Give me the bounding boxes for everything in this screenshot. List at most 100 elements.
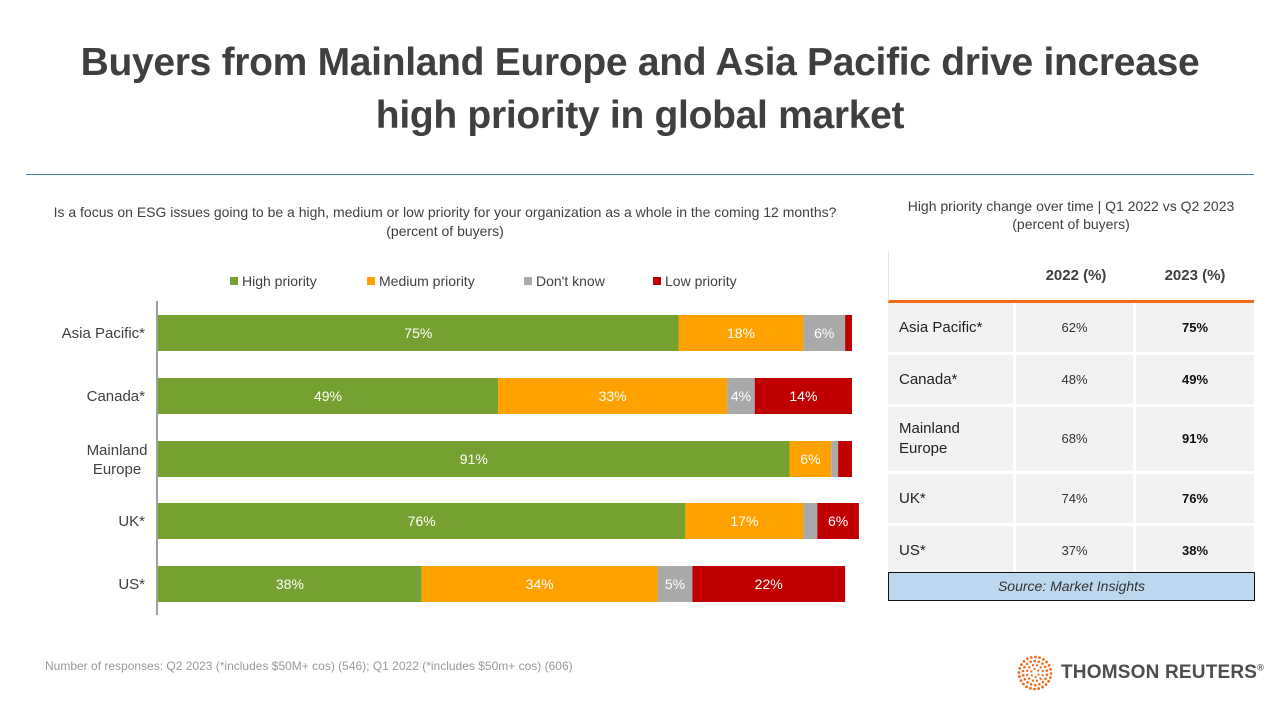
data-label: 6% [800, 451, 820, 467]
legend-label-high: High priority [242, 273, 317, 289]
cell-v2022: 62% [1061, 319, 1088, 335]
table-row: Canada* 48% 49% [888, 355, 1254, 407]
bar-group: UK* 76% 17% 6% [118, 503, 859, 539]
row-label: UK* [899, 489, 926, 507]
column-separator [1133, 303, 1136, 352]
data-label: 91% [460, 451, 488, 467]
table-row: Mainland Europe 68% 91% [888, 407, 1254, 474]
bar-segment-low [754, 378, 852, 414]
column-separator [1013, 407, 1016, 471]
logo-wordmark: THOMSON REUTERS [1061, 662, 1258, 683]
data-label: 6% [814, 325, 834, 341]
data-label: 18% [727, 325, 755, 341]
column-separator [1133, 474, 1136, 523]
cell-v2022: 48% [1061, 371, 1088, 387]
table-header-row: 2022 (%) 2023 (%) [888, 251, 1254, 303]
source-note: Source: Market Insights [888, 572, 1255, 601]
cell-v2022: 68% [1061, 431, 1088, 446]
bar-segment-high [158, 315, 679, 351]
data-label: 76% [408, 513, 436, 529]
data-label: 22% [755, 576, 783, 592]
bar-segment-medium [498, 378, 728, 414]
legend-item-medium: Medium priority [367, 273, 475, 289]
legend-label-low: Low priority [665, 273, 737, 289]
bar-segment-low [845, 315, 852, 351]
table-row: US* 37% 38% [888, 526, 1254, 578]
column-separator [1013, 355, 1016, 404]
chart-question: Is a focus on ESG issues going to be a h… [53, 204, 837, 239]
data-label: 14% [789, 388, 817, 404]
bar-group: Asia Pacific* 75% 18% 6% [62, 315, 852, 351]
bar-segment-dont-know [727, 378, 755, 414]
priority-change-table: 2022 (%) 2023 (%) Asia Pacific* 62% 75% Can… [888, 251, 1254, 578]
data-label: 38% [276, 576, 304, 592]
category-label: Asia Pacific* [62, 325, 146, 342]
column-separator [1013, 303, 1016, 352]
category-label: Canada* [87, 388, 146, 405]
bar-segment-medium [685, 503, 804, 539]
table-title-line-1: High priority change over time | Q1 2022… [907, 198, 1235, 214]
legend-swatch-dont-know [524, 277, 532, 285]
data-label: 6% [828, 513, 848, 529]
column-separator [1013, 526, 1016, 575]
cell-v2022: 74% [1061, 490, 1088, 506]
bar-segment-low [817, 503, 859, 539]
legend-item-high: High priority [230, 273, 317, 289]
page-title: Buyers from Mainland Europe and Asia Pac… [0, 36, 1280, 142]
bar-segment-dont-know [831, 441, 839, 477]
table-row: Asia Pacific* 62% 75% [888, 303, 1254, 355]
title-line-2: high priority in global market [375, 94, 905, 137]
cell-v2023: 91% [1181, 431, 1209, 446]
table-title: High priority change over time | Q1 2022… [888, 197, 1254, 233]
legend-item-low: Low priority [653, 273, 737, 289]
column-separator [1133, 526, 1136, 575]
bar-segment-medium [789, 441, 832, 477]
data-label: 49% [314, 388, 342, 404]
bar-segment-low [838, 441, 852, 477]
title-line-1: Buyers from Mainland Europe and Asia Pac… [80, 41, 1200, 84]
bar-segment-dont-know [803, 503, 818, 539]
category-label: UK* [118, 513, 145, 530]
legend-label-medium: Medium priority [379, 273, 475, 289]
bar-segment-dont-know [657, 566, 693, 602]
logo-dot-sphere-icon [1017, 655, 1053, 691]
bar-segment-high [158, 441, 790, 477]
legend-label-dont-know: Don't know [536, 273, 605, 289]
bar-segment-medium [678, 315, 804, 351]
thomson-reuters-logo: THOMSON REUTERS® [1017, 655, 1264, 691]
bar-group: Canada* 49% 33% 4% 14% [87, 378, 852, 414]
cell-v2023: 38% [1181, 542, 1209, 558]
header-2022: 2022 (%) [1045, 267, 1107, 284]
legend-swatch-low [653, 277, 661, 285]
row-label: Asia Pacific* [899, 318, 983, 336]
stacked-bar-chart: Asia Pacific* 75% 18% 6% Canada* 49% 33% 4% 14% M… [62, 301, 859, 615]
data-label: 33% [599, 388, 627, 404]
table-body: Asia Pacific* 62% 75% Canada* 48% 49% Mainland… [888, 303, 1254, 578]
column-separator [1133, 407, 1136, 471]
bar-segment-high [158, 378, 499, 414]
logo-text: THOMSON REUTERS® [1061, 662, 1264, 684]
bar-group: Mainland Europe 91% 6% [87, 441, 852, 478]
title-divider [26, 174, 1254, 175]
data-label: 75% [404, 325, 432, 341]
cell-v2023: 75% [1181, 319, 1209, 335]
bar-segment-medium [421, 566, 658, 602]
bar-segment-high [158, 566, 422, 602]
logo-registered: ® [1257, 662, 1265, 673]
table-title-line-2: (percent of buyers) [1012, 216, 1130, 232]
legend-swatch-medium [367, 277, 375, 285]
bar-segment-high [158, 503, 686, 539]
data-label: 5% [665, 576, 685, 592]
row-label: US* [899, 541, 926, 559]
data-label: 34% [526, 576, 554, 592]
data-label: 17% [730, 513, 758, 529]
header-2023: 2023 (%) [1164, 267, 1226, 284]
cell-v2023: 49% [1181, 371, 1209, 387]
row-label: Canada* [899, 370, 958, 388]
bar-segment-low [692, 566, 846, 602]
data-label: 4% [731, 388, 751, 404]
legend-item-dont-know: Don't know [524, 273, 605, 289]
cell-v2023: 76% [1181, 490, 1209, 506]
footnote: Number of responses: Q2 2023 (*includes … [45, 659, 573, 673]
bar-segment-dont-know [803, 315, 845, 351]
